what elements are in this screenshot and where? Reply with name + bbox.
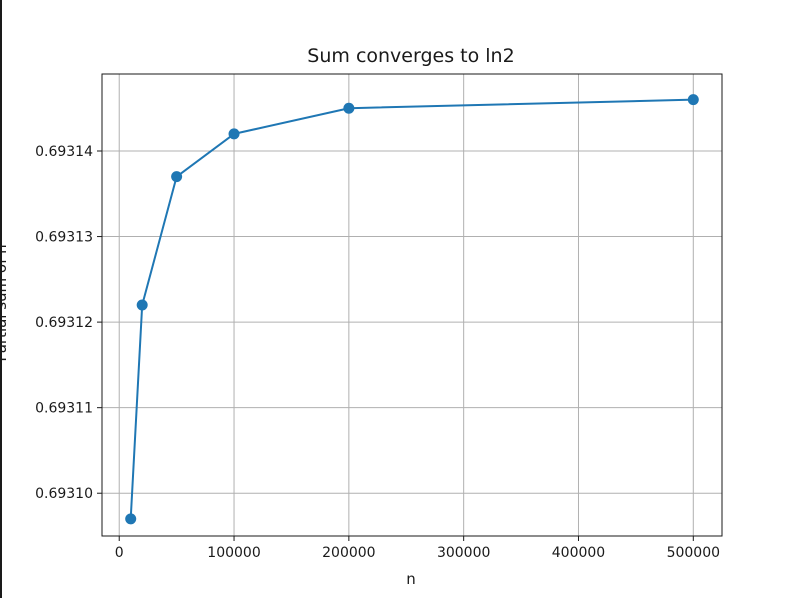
x-tick-label: 200000 — [322, 545, 375, 561]
series-line — [129, 98, 694, 519]
y-tick-label: 0.69313 — [35, 230, 93, 246]
plot-frame — [101, 73, 723, 537]
data-point-marker — [125, 513, 137, 525]
x-tick-label: 400000 — [552, 545, 605, 561]
data-point-marker — [228, 128, 240, 140]
window-left-border — [0, 0, 2, 598]
y-tick-label: 0.69310 — [35, 486, 93, 502]
x-tick-label: 0 — [115, 545, 124, 561]
data-point-marker — [136, 299, 148, 311]
x-tick-label: 500000 — [667, 545, 720, 561]
tick-layer: 0 100000 200000 300000 400000 500000 0.69310 0.… — [35, 144, 720, 561]
x-tick-label: 100000 — [207, 545, 260, 561]
y-tick-label: 0.69314 — [35, 144, 93, 160]
x-tick-label: 300000 — [437, 545, 490, 561]
data-point-marker — [687, 94, 699, 106]
data-point-marker — [343, 102, 355, 114]
y-tick-label: 0.69311 — [35, 401, 93, 417]
y-tick-label: 0.69312 — [35, 315, 93, 331]
chart-title: Sum converges to ln2 — [307, 45, 514, 67]
series-layer — [125, 94, 699, 525]
y-axis-label: Partial sum of n — [0, 244, 10, 361]
data-point-marker — [171, 171, 183, 183]
x-axis-label: n — [406, 570, 416, 588]
grid-layer — [102, 74, 722, 536]
